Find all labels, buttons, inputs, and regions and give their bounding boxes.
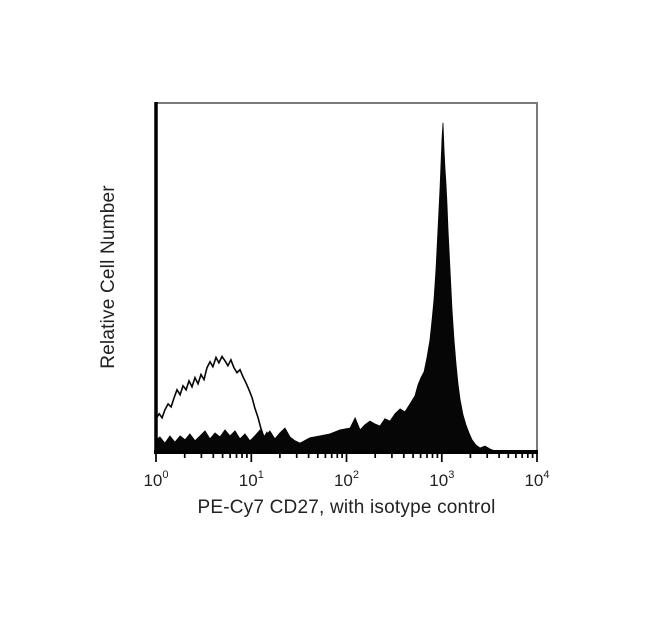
x-axis-title: PE-Cy7 CD27, with isotype control [197,497,496,518]
x-tick-label: 100 [143,469,168,490]
x-tick-label: 102 [334,469,359,490]
x-tick-label: 103 [429,469,454,490]
histogram-filled-cd27 [155,122,538,453]
x-axis-tick-labels: 100 101 102 103 104 [143,469,549,490]
x-axis-ticks [155,454,538,462]
plot-frame [156,102,538,452]
y-axis-title: Relative Cell Number [98,185,119,369]
x-tick-label: 101 [239,469,264,490]
histogram-outline-isotype [155,354,301,453]
x-tick-label: 104 [524,469,549,490]
